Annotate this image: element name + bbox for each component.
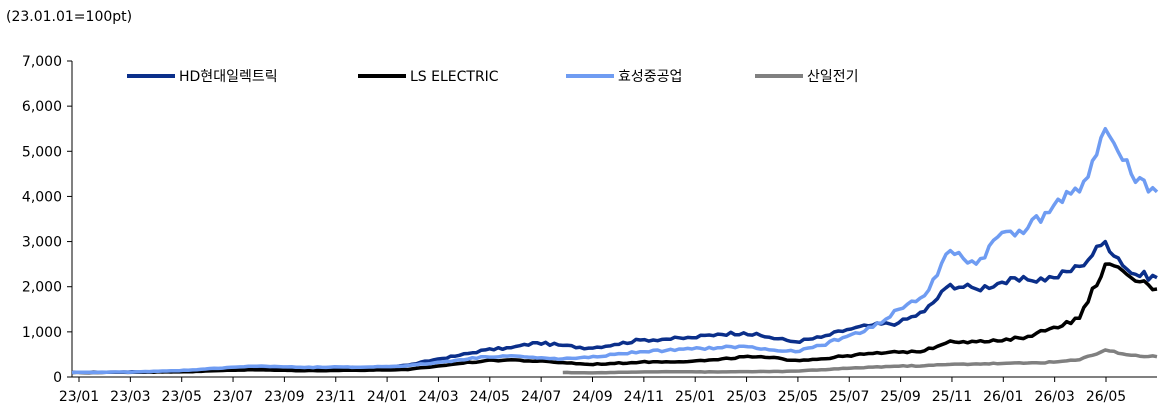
x-tick-label: 25/09 — [880, 389, 920, 405]
y-tick-label: 0 — [53, 370, 62, 386]
x-tick-label: 25/05 — [778, 389, 818, 405]
series-line-2 — [71, 262, 1158, 375]
x-tick-label: 26/03 — [1034, 389, 1074, 405]
series-lines — [71, 126, 1159, 375]
x-tick-label: 24/09 — [572, 389, 612, 405]
y-tick-label: 1,000 — [22, 325, 62, 341]
series-line-4 — [562, 348, 1158, 375]
x-tick-label: 25/01 — [675, 389, 715, 405]
x-tick-label: 24/07 — [521, 389, 561, 405]
x-tick-label: 26/01 — [983, 389, 1023, 405]
legend: HD현대일렉트릭 LS ELECTRIC 효성중공업 산일전기 — [127, 69, 859, 85]
x-tick-label: 25/11 — [932, 389, 972, 405]
x-tick-label: 24/11 — [624, 389, 664, 405]
x-tick-label: 25/07 — [829, 389, 869, 405]
x-tick-label: 25/03 — [726, 389, 766, 405]
y-tick-label: 2,000 — [22, 280, 62, 296]
x-tick-label: 23/09 — [264, 389, 304, 405]
x-tick-label: 23/01 — [59, 389, 99, 405]
x-tick-label: 24/01 — [367, 389, 407, 405]
y-axis: 0 1,000 2,000 3,000 4,000 5,000 6,000 7,000 — [22, 54, 72, 386]
legend-label: 효성중공업 — [618, 69, 682, 85]
y-tick-label: 4,000 — [22, 189, 62, 205]
x-tick-label: 26/05 — [1086, 389, 1126, 405]
legend-label: LS ELECTRIC — [410, 69, 499, 85]
y-tick-label: 7,000 — [22, 54, 62, 70]
legend-label: 산일전기 — [807, 69, 859, 85]
x-tick-label: 23/11 — [316, 389, 356, 405]
x-tick-label: 23/03 — [110, 389, 150, 405]
x-tick-label: 24/03 — [418, 389, 458, 405]
y-tick-label: 3,000 — [22, 235, 62, 251]
unit-note: (23.01.01=100pt) — [6, 9, 133, 25]
x-tick-label: 24/05 — [470, 389, 510, 405]
x-tick-label: 23/07 — [213, 389, 253, 405]
legend-label: HD현대일렉트릭 — [179, 69, 278, 85]
y-tick-label: 6,000 — [22, 99, 62, 115]
y-tick-label: 5,000 — [22, 144, 62, 160]
series-line-3 — [71, 126, 1159, 375]
x-tick-label: 23/05 — [162, 389, 202, 405]
x-axis: 23/01 23/03 23/05 23/07 23/09 23/11 24/01 24/03… — [59, 377, 1126, 405]
